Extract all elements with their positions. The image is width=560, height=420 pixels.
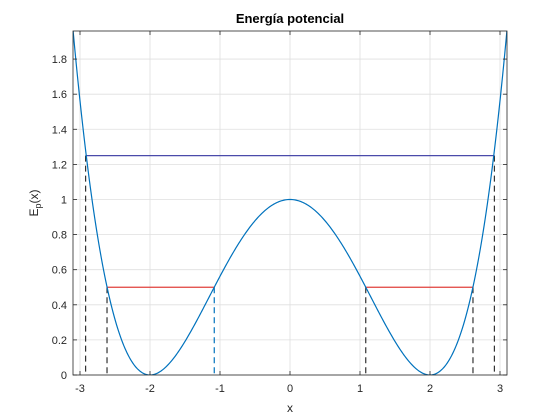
y-tick-label: 0.2 — [52, 335, 67, 347]
x-tick-label: -2 — [145, 383, 155, 395]
x-tick-label: 2 — [427, 383, 433, 395]
y-tick-label: 0.8 — [52, 230, 67, 242]
chart-title: Energía potencial — [236, 11, 344, 26]
y-axis-label-subscript: p — [33, 203, 43, 208]
y-tick-label: 1.4 — [52, 124, 67, 136]
x-axis-label: x — [287, 401, 293, 415]
y-tick-label: 1.2 — [52, 159, 67, 171]
y-axis-label-main: E — [27, 209, 41, 217]
ticks: -3 -2 -1 0 1 2 3 0 0.2 0.4 0.6 0.8 1 1.2 1.4 1.6 1.8 — [52, 31, 507, 395]
y-tick-label: 0.4 — [52, 300, 67, 312]
y-tick-label: 0 — [61, 370, 67, 382]
plot-area — [73, 31, 507, 375]
x-tick-label: 0 — [287, 383, 293, 395]
y-tick-label: 0.6 — [52, 265, 67, 277]
potential-curve — [73, 31, 507, 375]
x-tick-label: 1 — [357, 383, 363, 395]
x-tick-label: -1 — [215, 383, 225, 395]
y-tick-label: 1.6 — [52, 89, 67, 101]
x-tick-label: 3 — [497, 383, 503, 395]
y-tick-label: 1 — [61, 194, 67, 206]
y-tick-label: 1.8 — [52, 54, 67, 66]
x-tick-label: -3 — [75, 383, 85, 395]
y-axis-label-tail: (x) — [27, 189, 41, 203]
y-axis-label: Ep(x) — [27, 189, 43, 216]
